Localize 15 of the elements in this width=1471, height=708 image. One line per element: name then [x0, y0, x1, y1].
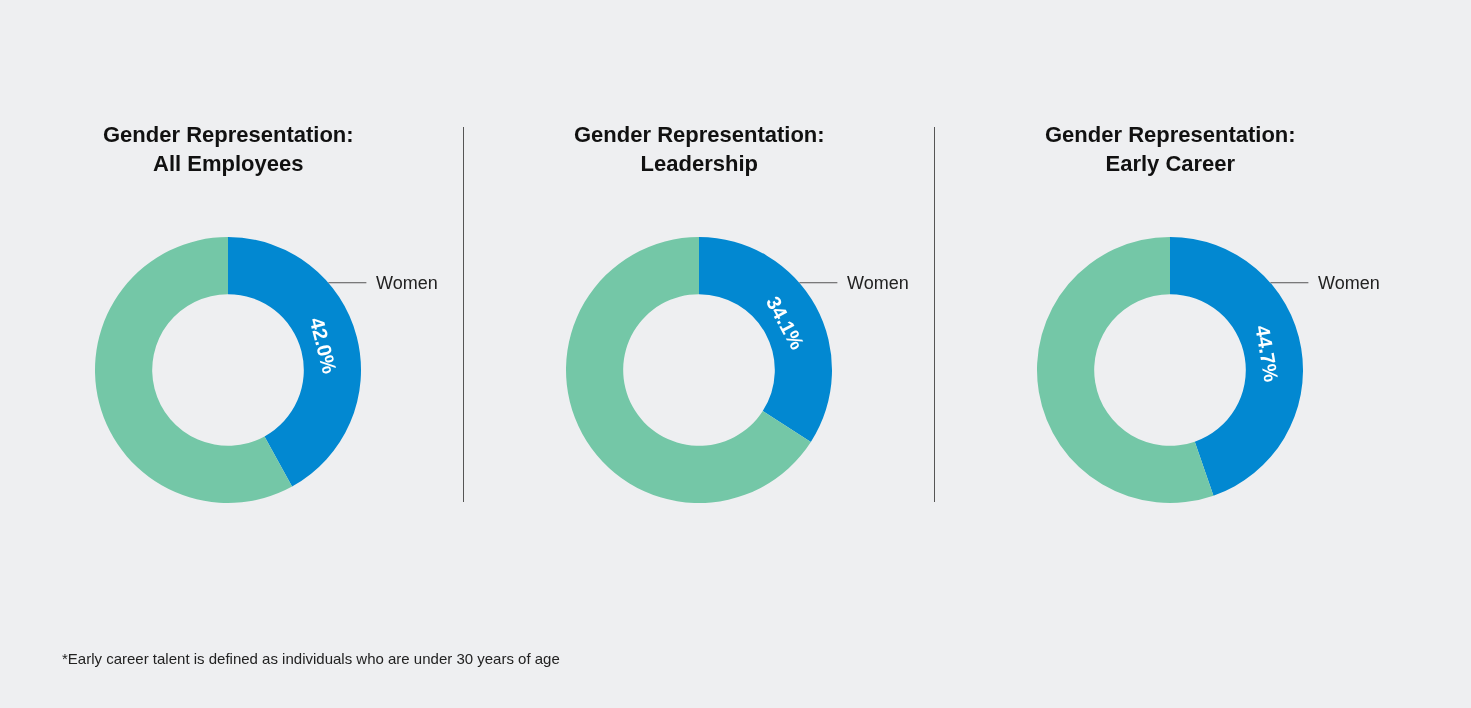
donut-slice: [228, 237, 361, 487]
slice-label: Women: [1318, 273, 1380, 293]
donut-slice: [1037, 237, 1214, 503]
data-label: 44.7%: [1251, 323, 1283, 384]
chart-title: Gender Representation: Early Career: [1045, 122, 1296, 176]
slice-label: Women: [376, 273, 438, 293]
text: *Early career talent is defined as individuals who are under 30 years of age: [62, 650, 560, 667]
chart-title: Gender Representation: Leadership: [574, 122, 825, 176]
donut-slice: [566, 237, 811, 503]
chart-title: Gender Representation: All Employees: [103, 122, 354, 176]
donut-slice: [1170, 237, 1303, 496]
donut-slice: [95, 237, 293, 503]
donut-slice: [699, 237, 832, 442]
data-label: 42.0%: [305, 315, 341, 376]
slice-label: Women: [847, 273, 909, 293]
